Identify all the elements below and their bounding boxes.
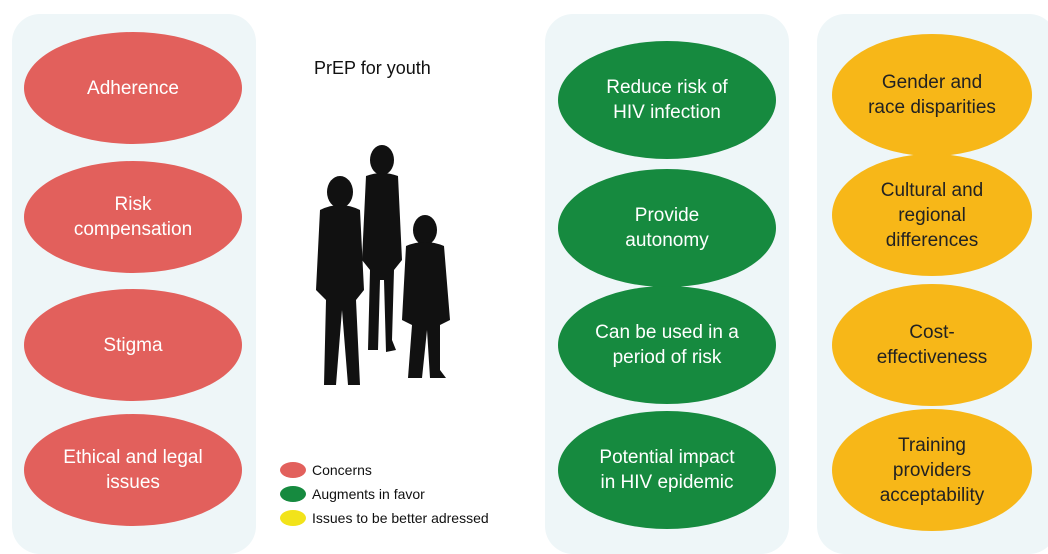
issue-oval: Cultural and regional differences — [832, 154, 1032, 276]
page: PrEP for youth Concerns Augments in favo… — [0, 0, 1048, 537]
issue-oval: Gender and race disparities — [832, 34, 1032, 156]
legend-swatch — [280, 486, 306, 502]
issue-oval: Cost-effectiveness — [832, 284, 1032, 406]
legend-label: Augments in favor — [312, 486, 425, 502]
issue-oval: Training providers acceptability — [832, 409, 1032, 531]
favor-oval: Provide autonomy — [558, 169, 776, 287]
legend-item: Issues to be better adressed — [280, 510, 489, 526]
legend-item: Augments in favor — [280, 486, 425, 502]
legend-label: Concerns — [312, 462, 372, 478]
silhouettes — [290, 140, 490, 400]
legend-swatch — [280, 510, 306, 526]
concern-oval: Risk compensation — [24, 161, 242, 273]
title: PrEP for youth — [314, 58, 431, 79]
legend-swatch — [280, 462, 306, 478]
legend-item: Concerns — [280, 462, 372, 478]
favor-oval: Can be used in a period of risk — [558, 286, 776, 404]
favor-oval: Potential impact in HIV epidemic — [558, 411, 776, 529]
concern-oval: Stigma — [24, 289, 242, 401]
concern-oval: Adherence — [24, 32, 242, 144]
legend-label: Issues to be better adressed — [312, 510, 489, 526]
favor-oval: Reduce risk of HIV infection — [558, 41, 776, 159]
concern-oval: Ethical and legal issues — [24, 414, 242, 526]
